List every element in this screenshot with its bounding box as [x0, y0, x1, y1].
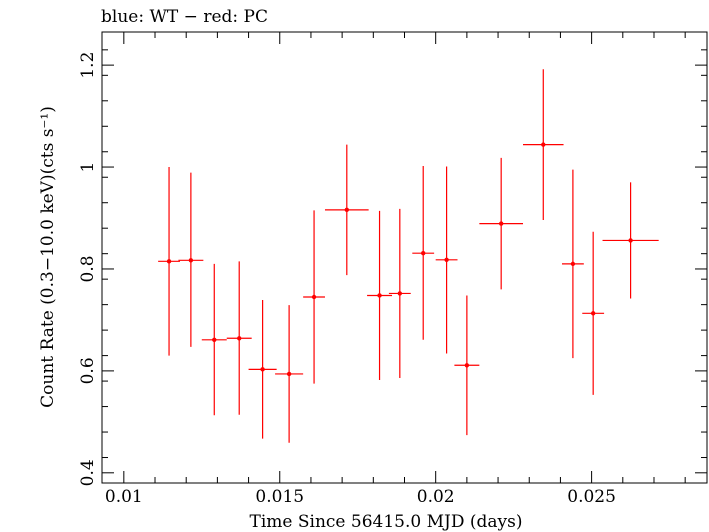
- data-marker: [590, 311, 596, 316]
- data-point: [324, 144, 369, 276]
- tick-labels: 0.01 0.015 0.02 0.025 0.4 0.6 0.8 1 1.2: [78, 52, 616, 507]
- data-point: [367, 210, 393, 381]
- data-point: [435, 166, 458, 354]
- data-marker: [570, 261, 576, 267]
- y-axis-label: Count Rate (0.3−10.0 keV)(cts s⁻¹): [38, 106, 58, 408]
- x-tick-label: 0.025: [567, 487, 616, 507]
- y-tick-label: 1.2: [78, 52, 98, 79]
- data-marker: [628, 238, 633, 243]
- data-marker: [397, 291, 403, 296]
- axis-ticks: [102, 32, 707, 483]
- data-point: [158, 167, 180, 356]
- data-point: [201, 263, 227, 416]
- plot-frame: [101, 31, 708, 484]
- data-marker: [377, 293, 382, 298]
- data-marker: [421, 250, 426, 256]
- chart-title: blue: WT − red: PC: [101, 7, 268, 27]
- data-marker: [212, 337, 217, 343]
- data-point: [602, 182, 659, 299]
- data-points: [158, 69, 659, 443]
- data-point: [479, 157, 524, 290]
- data-point: [275, 305, 304, 443]
- x-tick-label: 0.01: [105, 487, 143, 507]
- data-point: [582, 231, 605, 395]
- x-axis-label: Time Since 56415.0 MJD (days): [250, 512, 523, 532]
- y-tick-label: 0.4: [78, 459, 98, 486]
- data-point: [412, 166, 435, 340]
- y-tick-label: 1: [78, 162, 98, 173]
- data-marker: [444, 257, 449, 262]
- x-tick-label: 0.015: [255, 487, 304, 507]
- data-marker: [344, 207, 350, 213]
- data-point: [178, 172, 204, 347]
- data-point: [561, 169, 584, 359]
- data-point: [523, 69, 564, 221]
- data-marker: [237, 336, 242, 341]
- data-point: [454, 295, 480, 436]
- data-marker: [464, 363, 470, 368]
- data-point: [303, 210, 325, 384]
- data-marker: [166, 259, 172, 264]
- data-point: [226, 261, 252, 415]
- data-marker: [188, 258, 194, 263]
- data-marker: [311, 294, 317, 300]
- data-marker: [498, 221, 504, 226]
- y-tick-label: 0.6: [78, 357, 98, 384]
- data-marker: [260, 367, 265, 372]
- x-tick-label: 0.02: [417, 487, 455, 507]
- data-point: [388, 208, 411, 379]
- y-tick-label: 0.8: [78, 255, 98, 282]
- data-point: [248, 300, 277, 439]
- data-marker: [541, 142, 546, 147]
- data-marker: [286, 371, 292, 377]
